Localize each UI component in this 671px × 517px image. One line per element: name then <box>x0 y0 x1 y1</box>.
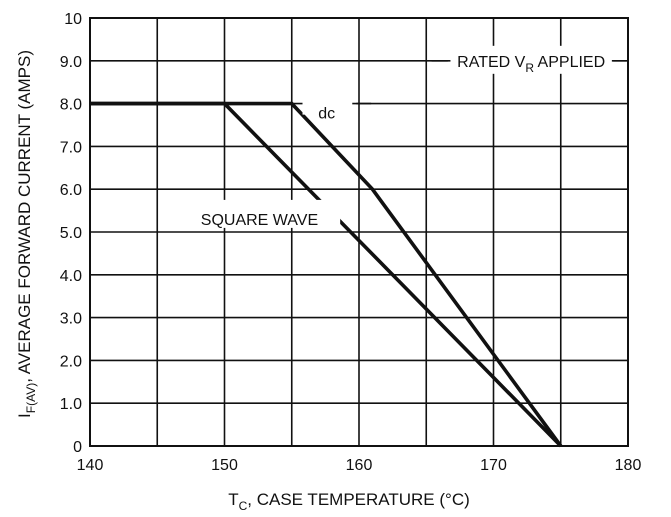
y-tick-label: 1.0 <box>60 396 82 413</box>
x-axis-label: TC, CASE TEMPERATURE (°C) <box>228 490 470 513</box>
rated-sub: R <box>525 61 534 75</box>
y-tick-label: 5.0 <box>60 225 82 242</box>
y-tick-label: 9.0 <box>60 54 82 71</box>
annotation-rated-vr-applied: RATED VR APPLIED <box>457 54 605 75</box>
x-tick-label: 180 <box>615 457 642 474</box>
x-tick-labels: 140 150 160 170 180 <box>77 457 642 474</box>
series-label-square-wave: SQUARE WAVE <box>201 212 318 229</box>
y-tick-label: 4.0 <box>60 268 82 285</box>
dc-label-bg <box>302 88 357 115</box>
y-axis-label: IF(AV), AVERAGE FORWARD CURRENT (AMPS) <box>15 50 38 418</box>
x-axis-label-sub: C <box>239 499 248 513</box>
series-line-square-wave <box>90 101 563 448</box>
plot-frame <box>89 17 629 447</box>
x-axis-label-rest: , CASE TEMPERATURE (°C) <box>247 490 469 509</box>
square-wave-label-bg <box>181 199 341 228</box>
chart-annotations: dc SQUARE WAVE RATED VR APPLIED <box>181 45 627 229</box>
x-tick-label: 160 <box>346 457 373 474</box>
y-tick-label: 0 <box>73 439 82 456</box>
y-tick-label: 2.0 <box>60 353 82 370</box>
x-tick-label: 140 <box>77 457 104 474</box>
y-axis-label-rest: , AVERAGE FORWARD CURRENT (AMPS) <box>15 50 34 383</box>
rated-main: RATED V <box>457 54 525 71</box>
rated-rest: APPLIED <box>534 54 605 71</box>
y-axis-label-sub: F(AV) <box>24 383 38 413</box>
y-tick-label: 3.0 <box>60 311 82 328</box>
rated-label-bg <box>450 45 612 74</box>
y-axis-label-main: I <box>15 413 34 418</box>
data-series <box>90 101 563 448</box>
y-tick-label: 10 <box>64 11 82 28</box>
y-tick-labels: 0 1.0 2.0 3.0 4.0 5.0 6.0 7.0 8.0 9.0 10 <box>60 11 82 456</box>
grid-lines <box>90 18 628 446</box>
x-tick-label: 170 <box>480 457 507 474</box>
series-label-dc: dc <box>318 105 335 122</box>
y-tick-label: 8.0 <box>60 97 82 114</box>
x-tick-label: 150 <box>211 457 238 474</box>
y-tick-label: 6.0 <box>60 182 82 199</box>
x-axis-label-main: T <box>228 490 238 509</box>
y-tick-label: 7.0 <box>60 139 82 156</box>
